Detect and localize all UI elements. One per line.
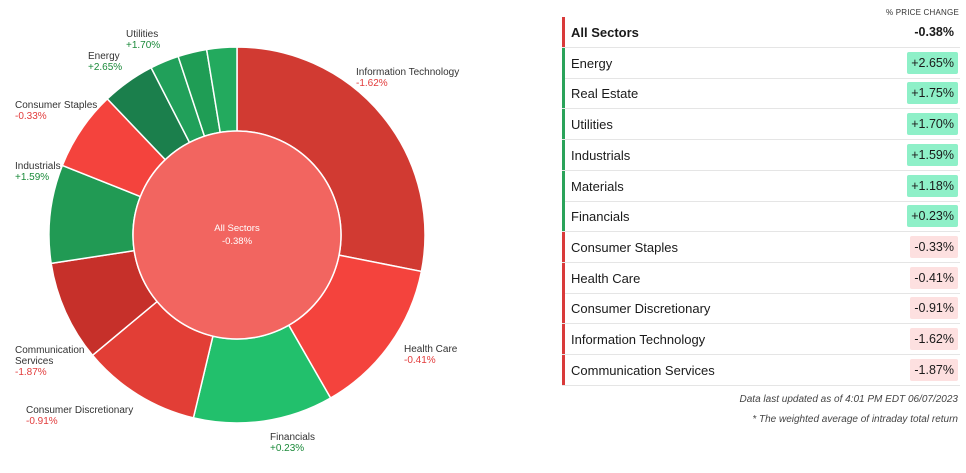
row-value-badge: -1.62%: [910, 328, 958, 350]
center-disc: [132, 130, 342, 340]
donut-svg: All Sectors -0.38%: [48, 46, 426, 424]
row-color-bar: [562, 354, 565, 385]
callout-industrials: Industrials +1.59%: [15, 161, 61, 183]
table-row-summary[interactable]: All Sectors -0.38%: [562, 17, 960, 48]
row-label: Communication Services: [571, 362, 715, 378]
table-row[interactable]: Information Technology -1.62%: [562, 324, 960, 355]
table-row[interactable]: Energy +2.65%: [562, 47, 960, 79]
callout-name: Communication Services: [15, 345, 85, 367]
callout-financials: Financials +0.23%: [270, 432, 315, 454]
callout-value: -0.33%: [15, 111, 47, 122]
callout-energy: Energy +2.65%: [88, 51, 122, 73]
center-label: All Sectors: [214, 223, 260, 234]
callout-value: -1.62%: [356, 78, 388, 89]
row-color-bar: [562, 324, 565, 354]
callout-name: Utilities: [126, 29, 159, 40]
row-value-badge: -0.41%: [910, 266, 958, 289]
callout-name: Financials: [270, 432, 316, 443]
table-row[interactable]: Financials +0.23%: [562, 201, 960, 233]
row-label: Utilities: [571, 117, 613, 133]
table-row[interactable]: Materials +1.18%: [562, 170, 960, 202]
table-row[interactable]: Consumer Staples -0.33%: [562, 231, 960, 263]
row-value-badge: -0.33%: [910, 235, 958, 258]
callout-utilities: Utilities +1.70%: [126, 29, 160, 51]
row-value-badge: +1.75%: [907, 82, 958, 105]
callout-value: -0.41%: [404, 355, 436, 366]
row-value-badge: -1.87%: [910, 358, 958, 381]
row-value-badge: -0.38%: [914, 25, 954, 39]
row-color-bar: [562, 262, 565, 293]
row-label: Health Care: [571, 270, 641, 286]
row-color-bar: [562, 78, 565, 109]
callout-name: Consumer Discretionary: [26, 405, 134, 416]
row-color-bar: [562, 231, 565, 262]
callout-value: +1.59%: [15, 172, 50, 183]
row-label: Energy: [571, 55, 613, 71]
center-value: -0.38%: [222, 236, 253, 247]
row-value-badge: +2.65%: [907, 51, 958, 74]
callout-communication-services: Communication Services -1.87%: [15, 345, 84, 378]
row-label: Industrials: [571, 147, 631, 163]
callout-name: Energy: [88, 51, 120, 62]
row-label: All Sectors: [571, 25, 639, 40]
row-color-bar: [562, 293, 565, 324]
row-label: Materials: [571, 178, 624, 194]
callout-value: +0.23%: [270, 443, 305, 454]
table-row[interactable]: Communication Services -1.87%: [562, 354, 960, 386]
row-color-bar: [562, 201, 565, 232]
row-value-badge: +1.59%: [907, 143, 958, 166]
row-label: Consumer Staples: [571, 239, 678, 255]
row-color-bar: [562, 170, 565, 201]
callout-name: Health Care: [404, 344, 458, 355]
row-label: Financials: [571, 209, 630, 225]
row-color-bar: [562, 139, 565, 170]
callout-name: Information Technology: [356, 67, 460, 78]
table-row[interactable]: Real Estate +1.75%: [562, 78, 960, 110]
footnote-weighted: * The weighted average of intraday total…: [752, 414, 958, 425]
row-value-badge: +1.18%: [907, 174, 958, 197]
footnote-updated: Data last updated as of 4:01 PM EDT 06/0…: [739, 394, 958, 405]
callout-name: Consumer Staples: [15, 100, 98, 111]
callout-value: -0.91%: [26, 416, 58, 427]
row-value-badge: -0.91%: [910, 297, 958, 320]
row-color-bar: [562, 17, 565, 47]
callout-consumer-staples: Consumer Staples -0.33%: [15, 100, 97, 122]
column-header: % PRICE CHANGE: [885, 8, 959, 17]
table-row[interactable]: Utilities +1.70%: [562, 109, 960, 141]
callout-value: +1.70%: [126, 40, 161, 51]
callout-consumer-discretionary: Consumer Discretionary -0.91%: [26, 405, 133, 427]
callout-information-technology: Information Technology -1.62%: [356, 67, 459, 89]
sector-donut-chart: All Sectors -0.38% Information Technolog…: [15, 29, 459, 454]
callout-health-care: Health Care -0.41%: [404, 344, 457, 366]
callout-name: Industrials: [15, 161, 61, 172]
row-label: Information Technology: [571, 332, 706, 347]
callout-value: -1.87%: [15, 367, 47, 378]
row-value-badge: +1.70%: [907, 113, 958, 136]
row-value-badge: +0.23%: [907, 205, 958, 228]
table-row[interactable]: Health Care -0.41%: [562, 262, 960, 294]
row-label: Real Estate: [571, 86, 639, 102]
table-row[interactable]: Industrials +1.59%: [562, 139, 960, 171]
table-row[interactable]: Consumer Discretionary -0.91%: [562, 293, 960, 325]
row-color-bar: [562, 47, 565, 78]
row-label: Consumer Discretionary: [571, 301, 711, 317]
callout-value: +2.65%: [88, 62, 123, 73]
row-color-bar: [562, 109, 565, 140]
